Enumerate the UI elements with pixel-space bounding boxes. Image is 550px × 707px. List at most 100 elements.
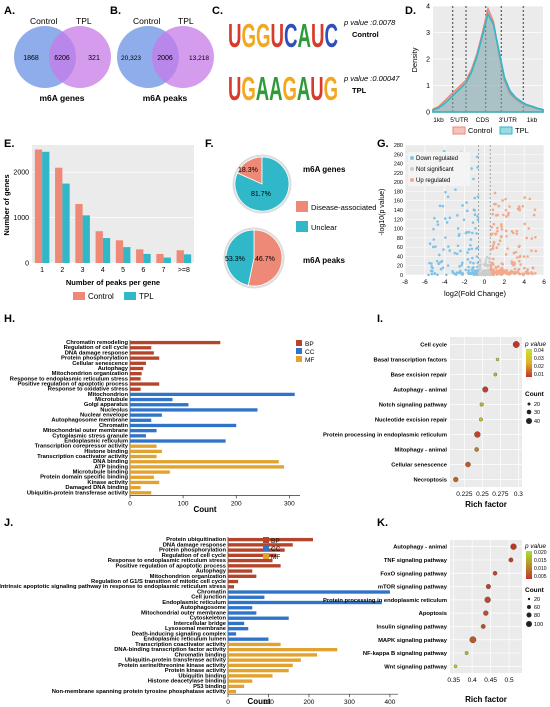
volcano-point-down [467, 269, 470, 272]
go-peaks-bar-cc [228, 590, 390, 594]
volcano-point-down [451, 271, 455, 274]
volcano-point-down [473, 209, 477, 212]
volcano-point-up [534, 249, 538, 253]
volcano-point-up [531, 266, 535, 270]
go-genes-category-label: Autophagy [98, 366, 129, 372]
volcano-point-down [447, 245, 450, 248]
volcano-point-up [505, 215, 508, 218]
go-genes-category-label: Response to oxidative stress [48, 387, 128, 393]
go-peaks-category-label: Cytoskeleton [190, 616, 227, 622]
volcano-point-up [534, 235, 537, 239]
kegg-peaks-count-dot-1 [527, 597, 531, 601]
density-x-tick: 1kb [527, 117, 538, 124]
go-peaks-bar-cc [228, 627, 249, 631]
go-genes-x-tick: 0 [128, 500, 132, 507]
go-peaks-category-label: Endoplasmic reticulum lumen [144, 637, 227, 643]
volcano-x-tick: -8 [402, 279, 408, 286]
go-genes-bar-bp [130, 361, 146, 365]
kegg-genes-x-axis-label: Rich factor [465, 500, 507, 509]
panel-a: A. Control TPL 1868 6206 321 m6A genes [4, 5, 111, 103]
volcano-point-up [494, 265, 498, 269]
kegg-genes-pathway-label: Basal transcription factors [374, 358, 447, 364]
motif-tpl-group: TPL [352, 86, 367, 95]
kegg-genes-pathway-label: Base excision repair [391, 373, 448, 379]
volcano-point-up [534, 271, 537, 275]
motif-letter: U [311, 17, 324, 54]
volcano-point-up [502, 213, 505, 217]
volcano-point-down [466, 258, 470, 261]
volcano-point-down [473, 196, 477, 200]
volcano-point-up [530, 271, 534, 275]
volcano-point-down [433, 271, 437, 275]
panel-d: D. 0 1 2 3 4 1kb 5'UTR CDS 3'UTR 1kb Density Con… [405, 4, 544, 135]
go-peaks-category-label: Ubiquitin binding [178, 673, 226, 679]
peaks-bar-control [156, 253, 164, 263]
kegg-peaks-x-tick: 0.35 [447, 677, 460, 684]
peaks-bar-control [34, 149, 43, 263]
volcano-point-down [474, 269, 478, 273]
peaks-bar-tpl [82, 215, 90, 263]
kegg-genes-count-dot-3 [526, 418, 532, 424]
go-peaks-category-label: DNA-binding transcription factor activit… [114, 647, 227, 653]
kegg-peaks-x-tick: 0.45 [484, 677, 497, 684]
panel-label-g: G. [377, 138, 389, 150]
go-peaks-category-label: Chromatin binding [174, 652, 226, 658]
peaks-bar-tpl [123, 247, 131, 263]
volcano-point-down [456, 244, 460, 248]
volcano-point-up [505, 235, 509, 238]
go-genes-category-label: Positive regulation of apoptotic process [18, 381, 128, 387]
kegg-genes-dot [474, 447, 479, 452]
volcano-y-tick: 60 [397, 245, 403, 251]
volcano-y-tick: 260 [394, 152, 403, 158]
go-peaks-legend-bp-swatch [263, 537, 269, 543]
volcano-point-down [432, 238, 436, 241]
volcano-point-down [437, 262, 440, 265]
go-genes-category-label: Mitochondrial outer membrane [43, 428, 129, 434]
volcano-point-ns [485, 270, 488, 273]
volcano-point-down [472, 177, 475, 181]
volcano-point-ns [477, 271, 481, 274]
volcano-point-down [430, 262, 433, 265]
go-peaks-bar-mf [228, 653, 318, 657]
volcano-point-ns [488, 257, 491, 261]
volcano-point-up [501, 199, 504, 202]
panel-label-e: E. [4, 138, 14, 150]
volcano-point-up [498, 270, 502, 274]
volcano-point-up [517, 271, 521, 275]
volcano-point-up [495, 246, 499, 250]
volcano-point-up [523, 266, 526, 270]
go-peaks-bar-cc [228, 637, 269, 641]
kegg-peaks-dot [492, 571, 498, 576]
kegg-genes-plot-area [450, 337, 522, 487]
motif-letter: G [241, 70, 255, 107]
density-y-tick: 2 [426, 57, 430, 64]
volcano-point-down [430, 265, 433, 268]
peaks-bar-legend-control-swatch [73, 292, 85, 300]
volcano-point-up [491, 247, 495, 250]
volcano-point-up [513, 261, 516, 265]
volcano-point-up [491, 212, 495, 216]
volcano-point-down [465, 209, 469, 213]
panel-label-j: J. [4, 517, 13, 529]
volcano-point-ns [482, 273, 486, 277]
peaks-bar-x-tick: 3 [81, 267, 85, 274]
volcano-point-up [523, 196, 527, 199]
volcano-point-down [474, 226, 477, 230]
density-y-tick: 0 [426, 110, 430, 117]
volcano-point-up [530, 249, 533, 252]
go-peaks-x-axis-label: Count [247, 697, 270, 706]
kegg-genes-dot [482, 386, 489, 393]
kegg-genes-dot [465, 461, 471, 468]
volcano-point-down [466, 251, 469, 254]
go-genes-category-label: Chromatin [99, 423, 128, 429]
volcano-point-ns [487, 263, 490, 267]
go-genes-x-tick: 200 [231, 500, 242, 507]
pie-genes-label-a: 18.3% [238, 167, 258, 174]
volcano-point-down [460, 261, 464, 265]
volcano-point-down [458, 271, 461, 274]
kegg-genes-pathway-label: Mitophagy - animal [395, 448, 448, 454]
go-peaks-category-label: Endoplasmic reticulum [162, 600, 226, 606]
density-curves [432, 6, 544, 113]
volcano-legend-ns: Not significant [416, 167, 454, 173]
go-genes-category-label: Chromatin remodeling [66, 340, 128, 346]
